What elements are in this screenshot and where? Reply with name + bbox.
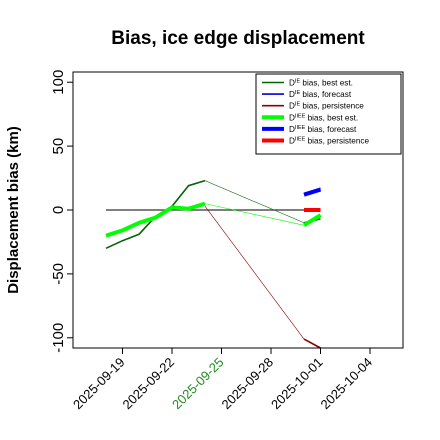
- legend-entry-label: DIE bias, best est.: [289, 79, 353, 88]
- x-tick-label: 2025-10-01: [268, 355, 326, 413]
- series-connector-line: [204, 180, 305, 224]
- y-tick-label: -50: [50, 263, 67, 285]
- series-line-segment: [302, 213, 322, 228]
- x-tick-label: 2025-09-22: [119, 355, 177, 413]
- series-connector-line: [204, 203, 305, 226]
- legend-entry-label: DIE bias, persistence: [289, 102, 364, 111]
- y-tick-label: 50: [50, 138, 67, 155]
- x-tick-label: 2025-09-28: [218, 355, 276, 413]
- x-tick-label: 2025-09-25: [169, 355, 227, 413]
- y-tick-label: 0: [50, 206, 67, 214]
- series-connector-line: [204, 205, 305, 340]
- y-axis-label: Displacement bias (km): [5, 126, 22, 294]
- plot-frame: [72, 71, 404, 349]
- series-4: [105, 201, 322, 238]
- y-tick-label: 100: [50, 70, 67, 95]
- series-line-segment: [105, 201, 206, 238]
- series-line-segment: [105, 179, 206, 250]
- legend-entry-label: DIIEE bias, persistence: [289, 137, 369, 146]
- series-line-segment: [303, 338, 321, 349]
- series-3: [204, 205, 321, 349]
- legend: DIE bias, best est. DIE bias, forecast DIE…: [255, 73, 402, 155]
- legend-entry-label: DIE bias, forecast: [289, 90, 352, 99]
- plot-area: [105, 179, 322, 349]
- legend-entry-label: DIIEE bias, best est.: [289, 113, 358, 122]
- chart-title: Bias, ice edge displacement: [111, 28, 365, 49]
- x-tick-label: 2025-09-19: [70, 355, 128, 413]
- y-tick-label: -100: [50, 323, 67, 353]
- legend-entry-label: DIIEE bias, forecast: [289, 125, 357, 134]
- series-line-segment: [303, 187, 322, 197]
- series-5: [303, 187, 322, 197]
- series-1: [105, 179, 321, 250]
- x-tick-label: 2025-10-04: [317, 355, 375, 413]
